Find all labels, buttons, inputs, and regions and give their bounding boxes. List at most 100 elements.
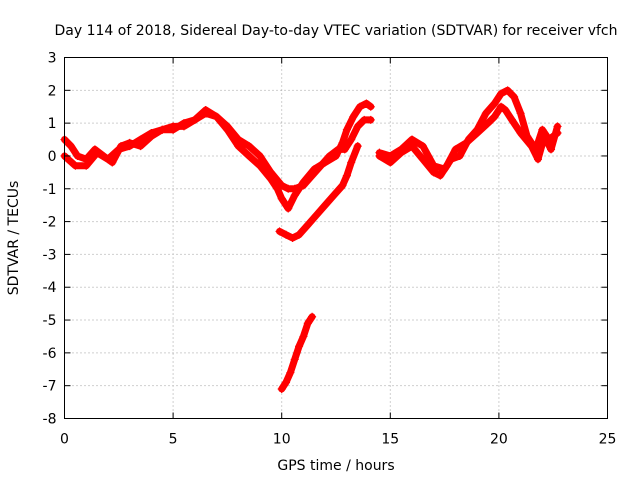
axis-ticks [64,57,608,419]
y-tick-label: -3 [43,247,57,263]
data-point [273,184,282,193]
data-point [418,142,427,151]
data-point [73,151,82,160]
y-tick-labels: 3 2 1 0 -1 -2 -3 -4 -5 -6 -7 -8 [43,51,57,428]
data-point [312,211,321,220]
data-point [201,106,210,115]
data-point [447,155,456,164]
data-point [510,92,519,101]
data-point [266,168,275,177]
y-tick-label: 2 [48,83,57,99]
x-tick-label: 10 [273,432,291,448]
data-point [503,86,512,95]
data-point [212,112,221,121]
series-line [278,313,316,393]
data-point [282,378,291,387]
data-point [362,99,371,108]
data-point [284,204,293,213]
data-point [275,227,284,236]
data-point [277,194,286,203]
data-point [553,128,562,137]
y-tick-label: -5 [43,313,57,329]
y-tick-label: -6 [43,346,57,362]
data-point [497,102,506,111]
data-point [338,181,347,190]
data-point [290,184,299,193]
data-point [484,119,493,128]
data-point [103,155,112,164]
grid-lines [64,57,608,419]
data-series [60,86,562,393]
data-point [114,145,123,154]
data-point [223,122,232,131]
data-point [67,142,76,151]
x-tick-label: 20 [490,432,508,448]
x-tick-label: 25 [599,432,617,448]
data-point [299,181,308,190]
data-point [440,165,449,174]
data-point [340,145,349,154]
y-tick-label: -7 [43,379,57,395]
data-point [523,132,532,141]
data-point [308,171,317,180]
series-line [375,86,561,173]
data-point [490,99,499,108]
data-point [451,145,460,154]
data-point [303,319,312,328]
data-point [288,234,297,242]
data-point [375,148,384,157]
data-point [386,151,395,160]
data-point [303,220,312,229]
data-point [533,155,542,164]
data-point [531,145,540,154]
data-point [277,384,286,393]
data-point [397,145,406,154]
data-point [234,135,243,144]
data-point [353,142,362,151]
data-point [82,161,91,170]
data-point [321,201,330,210]
x-tick-label: 15 [381,432,399,448]
data-point [71,161,80,170]
series-line [61,106,375,193]
data-point [481,109,490,118]
data-point [125,142,134,151]
data-point [299,332,308,341]
data-point [136,135,145,144]
data-point [353,122,362,131]
data-point [295,342,304,351]
data-point [497,89,506,98]
data-point [295,230,304,239]
data-point [179,119,188,128]
data-point [282,230,291,239]
data-point [418,155,427,164]
data-point [473,125,482,134]
y-tick-label: -2 [43,215,57,231]
x-tick-label: 0 [60,432,69,448]
data-point [347,135,356,144]
data-point [507,115,516,124]
data-point [308,312,317,321]
y-tick-label: 1 [48,116,57,132]
x-axis-label: GPS time / hours [277,458,394,474]
data-point [366,115,375,124]
data-point [429,161,438,170]
series-track-d [277,312,317,393]
x-tick-label: 5 [169,432,178,448]
series-track-b [60,106,375,193]
data-point [147,128,156,137]
data-point [355,102,364,111]
data-point [342,171,351,180]
data-point [501,106,510,115]
data-point [516,109,525,118]
data-point [169,125,178,134]
chart-title: Day 114 of 2018, Sidereal Day-to-day VTE… [54,23,617,39]
data-point [547,145,556,154]
data-point [316,161,325,170]
series-track-c [275,142,362,242]
data-point [490,112,499,121]
y-tick-label: 3 [48,51,57,67]
data-point [408,135,417,144]
data-point [158,125,167,134]
